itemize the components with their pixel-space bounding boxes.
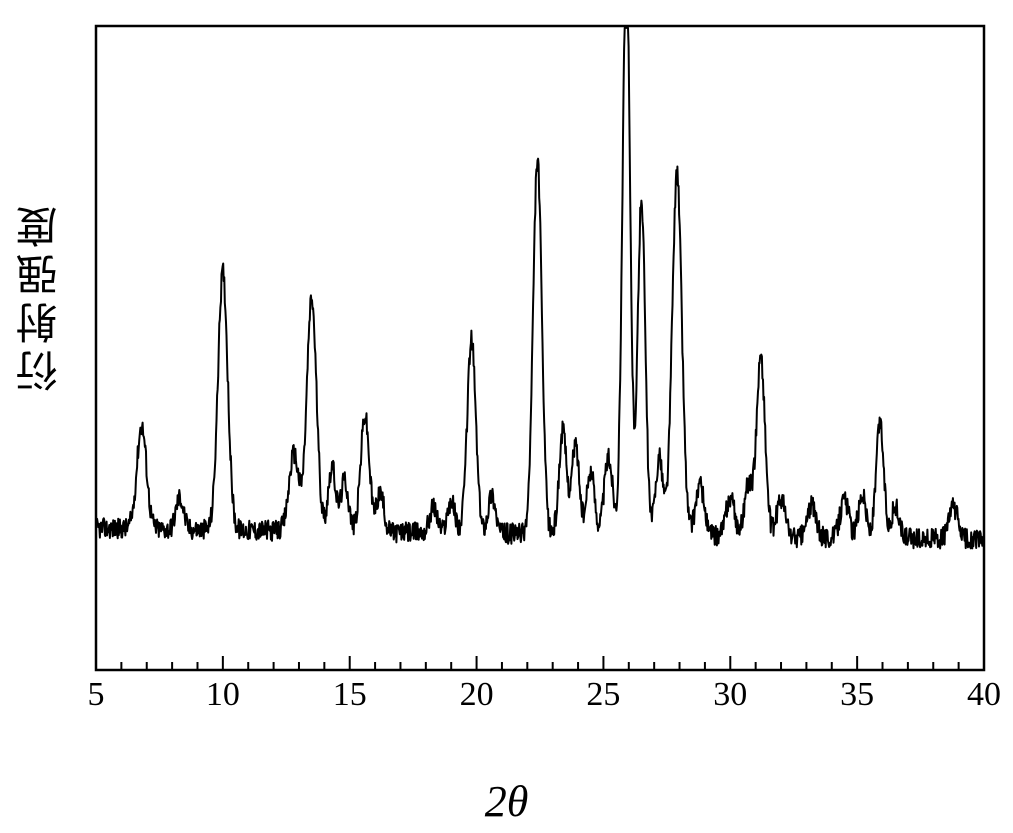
x-tick-label: 20 xyxy=(452,676,502,714)
x-tick-label: 30 xyxy=(705,676,755,714)
x-tick-label: 15 xyxy=(325,676,375,714)
x-tick-label: 40 xyxy=(959,676,1009,714)
x-axis-label: 2θ xyxy=(0,776,1013,827)
y-axis-label: 衍射强度 xyxy=(10,200,71,392)
xrd-figure: 衍射强度 5 10 15 20 25 30 35 40 2θ xyxy=(0,0,1013,833)
plot-svg xyxy=(90,20,990,720)
x-tick-label: 5 xyxy=(71,676,121,714)
x-tick-label: 10 xyxy=(198,676,248,714)
x-tick-label: 25 xyxy=(578,676,628,714)
x-tick-label: 35 xyxy=(832,676,882,714)
